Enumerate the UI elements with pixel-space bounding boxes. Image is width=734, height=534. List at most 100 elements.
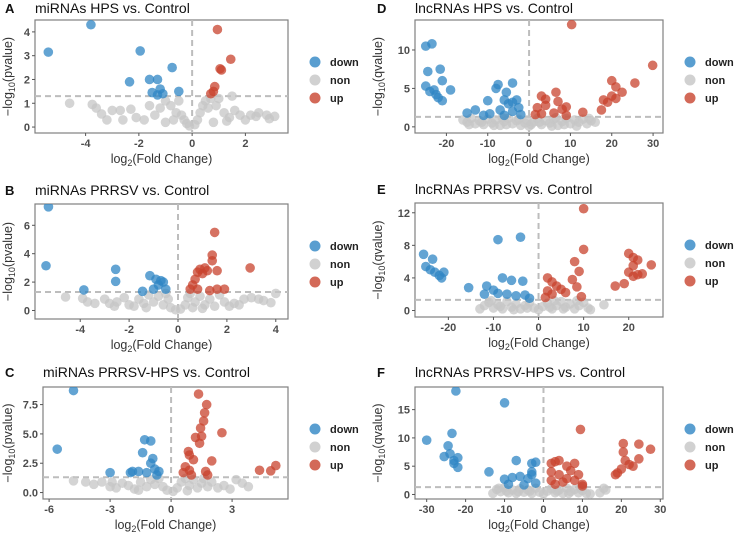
point-non bbox=[493, 483, 504, 494]
point-down bbox=[497, 273, 508, 283]
point-down bbox=[167, 62, 177, 73]
point-down bbox=[499, 398, 510, 408]
y-tick-label: 15 bbox=[398, 405, 410, 417]
point-down bbox=[517, 276, 528, 286]
point-non bbox=[131, 112, 141, 123]
legend-label-non: non bbox=[330, 259, 350, 271]
point-down bbox=[443, 441, 453, 451]
point-up bbox=[575, 424, 586, 435]
point-non bbox=[571, 121, 582, 131]
point-down bbox=[437, 75, 448, 86]
point-up bbox=[549, 108, 559, 118]
point-down bbox=[52, 444, 63, 454]
y-tick-label: 5 bbox=[404, 83, 410, 95]
point-non bbox=[133, 485, 144, 496]
x-axis-label-rest: (Fold Change) bbox=[510, 152, 590, 166]
point-down bbox=[152, 74, 163, 85]
point-up bbox=[199, 408, 210, 418]
point-down bbox=[524, 293, 535, 304]
point-down bbox=[447, 428, 457, 439]
point-non bbox=[139, 115, 149, 125]
point-down bbox=[421, 435, 432, 445]
legend-label-down: down bbox=[705, 240, 734, 252]
point-down bbox=[501, 87, 512, 98]
point-down bbox=[445, 85, 456, 95]
x-axis-label-subscript: 2 bbox=[505, 524, 510, 534]
y-tick-label: 8 bbox=[404, 240, 410, 252]
legend-label-up: up bbox=[705, 276, 719, 288]
point-non bbox=[508, 304, 519, 315]
plot-area bbox=[35, 20, 288, 133]
point-non bbox=[168, 115, 179, 125]
point-non bbox=[221, 116, 232, 126]
point-down bbox=[110, 264, 121, 275]
x-tick-label: 4 bbox=[273, 324, 280, 336]
point-up bbox=[204, 285, 215, 296]
y-axis-label-subscript: 10 bbox=[7, 449, 17, 459]
point-up bbox=[578, 107, 588, 118]
point-down bbox=[152, 470, 162, 480]
x-tick-label: 30 bbox=[647, 138, 659, 150]
point-non bbox=[534, 117, 545, 128]
point-down bbox=[463, 282, 474, 293]
point-up bbox=[205, 88, 216, 99]
point-non bbox=[187, 302, 198, 313]
point-down bbox=[135, 46, 145, 56]
point-down bbox=[453, 462, 463, 473]
legend-label-up: up bbox=[330, 93, 344, 105]
point-up bbox=[617, 87, 627, 98]
y-axis-label-main: −log bbox=[371, 459, 385, 483]
point-up bbox=[561, 102, 572, 112]
point-down bbox=[160, 284, 171, 294]
x-axis-label-rest: (Fold Change) bbox=[136, 518, 216, 532]
point-up bbox=[567, 274, 578, 285]
point-up bbox=[194, 438, 205, 449]
point-up bbox=[209, 227, 220, 238]
plot-frame bbox=[34, 19, 289, 134]
y-tick-label: 0 bbox=[404, 305, 410, 317]
point-non bbox=[166, 100, 176, 111]
chart-title: lncRNAs PRRSV vs. Control bbox=[415, 181, 592, 197]
legend-label-non: non bbox=[705, 75, 725, 87]
legend-swatch-down bbox=[309, 423, 321, 435]
y-axis-label: −log10(qvalue) bbox=[371, 37, 387, 116]
point-non bbox=[141, 302, 152, 313]
x-axis-label-subscript: 2 bbox=[127, 344, 132, 354]
point-up bbox=[630, 78, 640, 88]
x-tick-label: -4 bbox=[81, 138, 92, 150]
point-down bbox=[144, 74, 155, 85]
legend-label-up: up bbox=[330, 277, 344, 289]
point-down bbox=[526, 467, 537, 477]
point-up bbox=[254, 465, 265, 476]
point-up bbox=[202, 265, 213, 276]
y-axis-label-subscript: 10 bbox=[377, 82, 387, 92]
y-axis-label-subscript: 10 bbox=[7, 267, 17, 277]
point-up bbox=[188, 454, 199, 465]
point-up bbox=[645, 444, 656, 455]
x-tick-label: 10 bbox=[576, 504, 588, 516]
legend-swatch-up bbox=[309, 459, 321, 471]
point-non bbox=[243, 481, 254, 492]
x-tick-label: -30 bbox=[419, 504, 435, 516]
x-tick-label: 30 bbox=[654, 504, 666, 516]
point-up bbox=[610, 281, 621, 291]
x-axis-label-main: log bbox=[111, 152, 128, 166]
point-down bbox=[530, 478, 541, 488]
x-axis-label-main: log bbox=[488, 518, 505, 532]
point-non bbox=[266, 297, 276, 308]
point-non bbox=[513, 486, 523, 497]
panel-letter: A bbox=[5, 1, 15, 16]
point-non bbox=[559, 119, 570, 130]
point-down bbox=[174, 86, 184, 97]
x-tick-label: 0 bbox=[535, 322, 541, 334]
point-down bbox=[110, 276, 121, 287]
y-tick-label: 5 bbox=[404, 461, 410, 473]
point-up bbox=[551, 87, 561, 98]
point-up bbox=[192, 284, 203, 294]
legend-swatch-down bbox=[684, 423, 696, 435]
x-tick-label: -20 bbox=[440, 322, 456, 334]
point-down bbox=[427, 254, 438, 264]
point-up bbox=[561, 110, 572, 121]
point-non bbox=[119, 292, 130, 303]
